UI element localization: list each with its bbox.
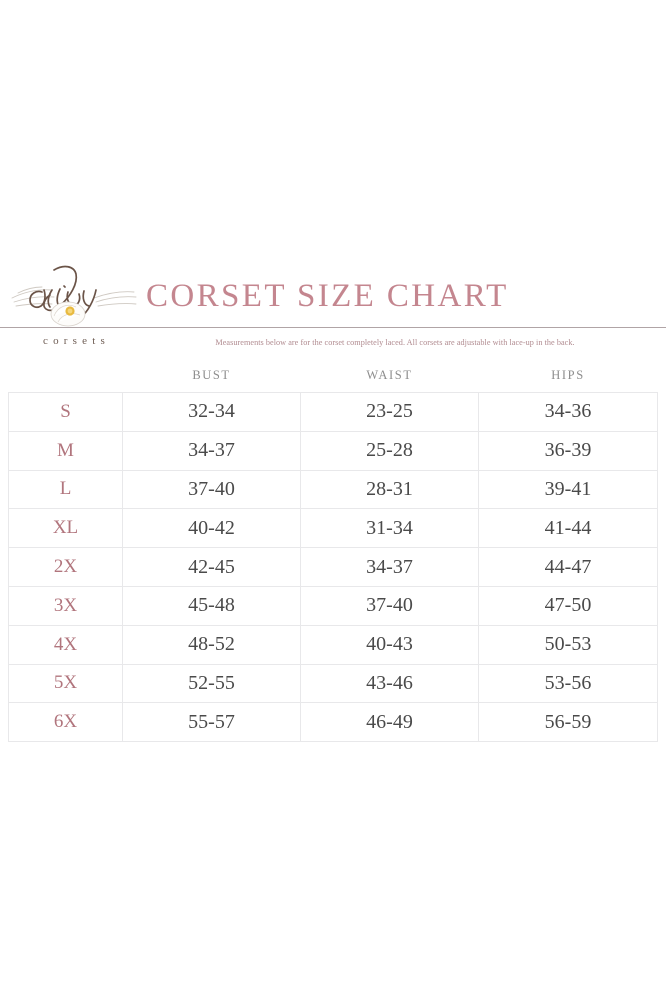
cell-waist: 23-25 (300, 392, 479, 432)
cell-hips: 34-36 (478, 392, 658, 432)
cell-waist: 37-40 (300, 585, 479, 626)
header-divider (0, 327, 666, 328)
cell-hips: 39-41 (478, 469, 658, 510)
cell-size: 5X (8, 663, 123, 704)
cell-size: S (8, 392, 123, 432)
table-row: 6X 55-57 46-49 56-59 (8, 702, 658, 743)
column-header-waist: WAIST (366, 368, 413, 382)
cell-bust: 45-48 (122, 585, 301, 626)
cell-bust: 34-37 (122, 430, 301, 471)
cell-bust: 32-34 (122, 392, 301, 432)
cell-waist: 40-43 (300, 624, 479, 665)
cell-waist: 46-49 (300, 702, 479, 743)
table-row: 5X 52-55 43-46 53-56 (8, 663, 658, 704)
column-header-size (9, 368, 123, 393)
cell-size: 3X (8, 585, 123, 626)
header-row: BUST WAIST HIPS (9, 368, 658, 393)
cell-waist: 34-37 (300, 547, 479, 587)
table-row: 3X 45-48 37-40 47-50 (8, 585, 658, 626)
brand-wordmark: corsets (43, 335, 110, 347)
cell-hips: 56-59 (478, 702, 658, 743)
cell-hips: 41-44 (478, 508, 658, 549)
size-chart-table: BUST WAIST HIPS S 32-34 23-25 34-36 M 34… (8, 368, 658, 743)
cell-hips: 36-39 (478, 430, 658, 471)
table-row: 4X 48-52 40-43 50-53 (8, 624, 658, 665)
cell-bust: 52-55 (122, 663, 301, 704)
cell-bust: 42-45 (122, 547, 301, 587)
cell-hips: 53-56 (478, 663, 658, 704)
cell-hips: 44-47 (478, 547, 658, 587)
table-row: XL 40-42 31-34 41-44 (8, 508, 658, 549)
cell-size: 4X (8, 624, 123, 665)
cell-bust: 48-52 (122, 624, 301, 665)
column-header-hips: HIPS (551, 368, 585, 382)
cell-size: XL (8, 508, 123, 549)
table-row: 2X 42-45 34-37 44-47 (8, 547, 658, 587)
cell-bust: 37-40 (122, 469, 301, 510)
cell-waist: 43-46 (300, 663, 479, 704)
table-body: S 32-34 23-25 34-36 M 34-37 25-28 36-39 … (8, 392, 658, 743)
cell-hips: 50-53 (478, 624, 658, 665)
cell-size: 6X (8, 702, 123, 743)
cell-bust: 55-57 (122, 702, 301, 743)
brand-logo: corsets (8, 262, 140, 358)
cell-waist: 25-28 (300, 430, 479, 471)
cell-size: L (8, 469, 123, 510)
table-row: M 34-37 25-28 36-39 (8, 430, 658, 471)
cell-waist: 28-31 (300, 469, 479, 510)
table-row: S 32-34 23-25 34-36 (8, 392, 658, 432)
table-header: BUST WAIST HIPS (9, 368, 658, 393)
cell-hips: 47-50 (478, 585, 658, 626)
cell-size: 2X (8, 547, 123, 587)
cell-waist: 31-34 (300, 508, 479, 549)
table-row: L 37-40 28-31 39-41 (8, 469, 658, 510)
chart-subtitle: Measurements below are for the corset co… (215, 338, 575, 347)
column-header-bust: BUST (192, 368, 231, 382)
page-title: CORSET SIZE CHART (146, 278, 509, 314)
chart-header: corsets CORSET SIZE CHART Measurements b… (0, 258, 666, 363)
size-chart-table-wrapper: BUST WAIST HIPS S 32-34 23-25 34-36 M 34… (8, 368, 658, 743)
cell-size: M (8, 430, 123, 471)
daisy-script-logo-icon (11, 265, 137, 327)
cell-bust: 40-42 (122, 508, 301, 549)
